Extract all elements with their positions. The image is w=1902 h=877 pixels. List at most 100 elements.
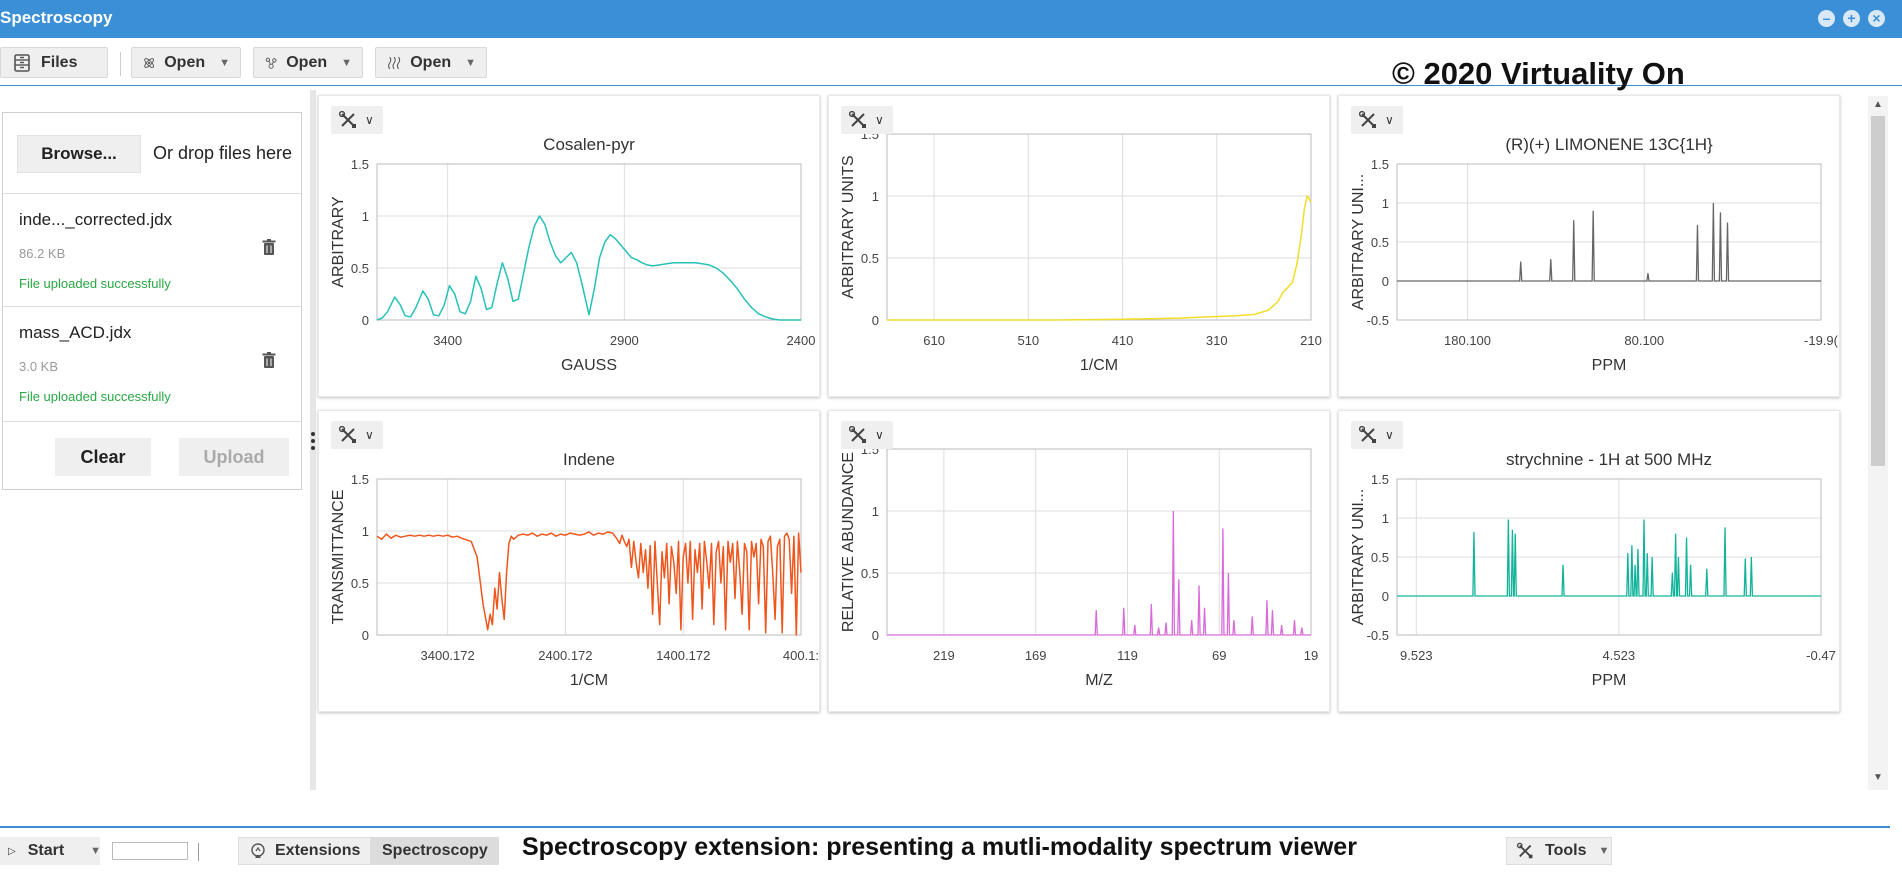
x-tick-label: 119 [1117,648,1138,663]
browse-button[interactable]: Browse... [17,135,141,173]
y-tick-label: 0 [872,313,879,328]
y-tick-label: 0.5 [1371,550,1389,565]
scroll-down-icon[interactable]: ▼ [1873,772,1883,783]
upload-button[interactable]: Upload [179,438,289,476]
y-axis-label: ARBITRARY UNI... [1350,174,1367,310]
y-tick-label: 1.5 [1371,157,1389,172]
tools-menu-label: Tools [1545,842,1587,859]
toolbar-divider [120,52,121,76]
taskbar-search-input[interactable] [112,842,188,860]
tools-icon [849,111,866,128]
drop-zone-text: Or drop files here [153,143,293,163]
start-button[interactable]: ▷ Start ▼ [0,837,101,865]
window-titlebar: Spectroscopy – + × [0,0,1902,38]
y-tick-label: 1.5 [351,157,369,172]
x-axis-label: PPM [1592,357,1627,374]
tools-icon [1359,111,1376,128]
y-tick-label: 1.5 [1371,472,1389,487]
spectrum-card: strychnine - 1H at 500 MHz -0.5 0 0.5 1 1.5 9.… [1338,410,1840,712]
extensions-button[interactable]: Extensions [238,837,372,865]
tools-icon [1359,426,1376,443]
chevron-down-icon: ▼ [219,56,230,69]
y-tick-label: 1 [362,209,369,224]
x-axis-label: M/Z [1085,672,1113,689]
file-size: 86.2 KB [19,246,66,261]
chart-tools-button[interactable]: ∨ [331,106,383,134]
chart-title: strychnine - 1H at 500 MHz [1506,450,1712,469]
chart-tools-button[interactable]: ∨ [841,421,893,449]
spectroscopy-task-button[interactable]: Spectroscopy [371,837,499,865]
trash-icon[interactable] [261,351,277,369]
tools-icon [1517,842,1533,859]
file-list-item: inde..._corrected.jdx 86.2 KB File uploa… [3,193,301,306]
files-button[interactable]: Files [0,47,108,78]
chart-tools-button[interactable]: ∨ [1351,421,1403,449]
x-tick-label: 400.1: [783,648,819,663]
x-tick-label: 19 [1304,648,1318,663]
tools-menu-button[interactable]: Tools ▼ [1506,837,1612,865]
plot-frame [376,478,802,636]
x-tick-label: 310 [1206,333,1228,348]
open-heat-button[interactable]: Open ▼ [375,47,487,78]
x-axis-label: PPM [1592,672,1627,689]
spectrum-card: Indene 0 0.5 1 1.5 3400.172 2400.172 1400.172 40… [318,410,820,712]
file-panel-actions: Clear Upload [3,421,301,491]
scroll-up-icon[interactable]: ▲ [1873,99,1883,110]
chart-tools-button[interactable]: ∨ [1351,106,1403,134]
files-button-label: Files [41,53,78,71]
chevron-down-icon: ∨ [365,428,374,442]
x-axis-label: 1/CM [570,672,608,689]
spectroscopy-task-label: Spectroscopy [382,842,488,859]
chart-title: Indene [563,450,615,469]
spectrum-chart-2: (R)(+) LIMONENE 13C{1H} -0.5 0 0.5 1 1.5 180.1… [1350,135,1839,374]
y-tick-label: 0 [1382,274,1389,289]
x-tick-label: 1400.172 [656,648,710,663]
open-molecule-label: Open [286,53,328,71]
y-tick-label: 0 [362,628,369,643]
plot-frame [886,133,1312,321]
x-tick-label: 3400 [433,333,462,348]
x-tick-label: 510 [1017,333,1039,348]
chevron-down-icon: ∨ [875,428,884,442]
spectrum-card: Cosalen-pyr 0 0.5 1 1.5 3400 2900 2400 GAUSS ARBI… [318,95,820,397]
y-tick-label: -0.5 [1367,628,1389,643]
lightbulb-icon [251,843,265,858]
chevron-down-icon: ▼ [1598,845,1610,857]
series-line [1397,519,1821,597]
file-name: inde..._corrected.jdx [19,210,173,229]
plot-frame [1396,163,1822,321]
x-tick-label: 80.100 [1624,333,1664,348]
x-tick-label: 610 [923,333,945,348]
x-tick-label: 69 [1212,648,1226,663]
open-spectrum-button[interactable]: Open ▼ [131,47,241,78]
chart-tools-button[interactable]: ∨ [841,106,893,134]
chart-tools-button[interactable]: ∨ [331,421,383,449]
y-axis-label: ARBITRARY [330,196,347,288]
x-tick-label: 2400.172 [538,648,592,663]
y-tick-label: 1 [872,189,879,204]
open-molecule-button[interactable]: Open ▼ [253,47,363,78]
maximize-icon[interactable]: + [1843,10,1860,27]
copyright-watermark: © 2020 Virtuality On [1392,56,1685,91]
splitter-grip-icon[interactable] [311,432,315,454]
y-tick-label: 0 [872,628,879,643]
close-icon[interactable]: × [1868,10,1885,27]
y-tick-label: 0 [362,313,369,328]
scrollbar-thumb[interactable] [1871,116,1885,466]
y-tick-label: 0.5 [351,576,369,591]
vertical-scrollbar[interactable]: ▲ ▼ [1868,96,1888,790]
clear-button[interactable]: Clear [55,438,151,476]
x-tick-label: -19.9( [1804,333,1839,348]
open-heat-label: Open [410,53,452,71]
tools-icon [849,426,866,443]
window-title: Spectroscopy [0,8,113,27]
minimize-icon[interactable]: – [1818,10,1835,27]
spectrum-chart-3: Indene 0 0.5 1 1.5 3400.172 2400.172 1400.172 40… [330,450,819,689]
start-arrow-icon: ▷ [8,845,16,857]
trash-icon[interactable] [261,238,277,256]
x-tick-label: 2400 [787,333,816,348]
x-axis-label: GAUSS [561,357,617,374]
